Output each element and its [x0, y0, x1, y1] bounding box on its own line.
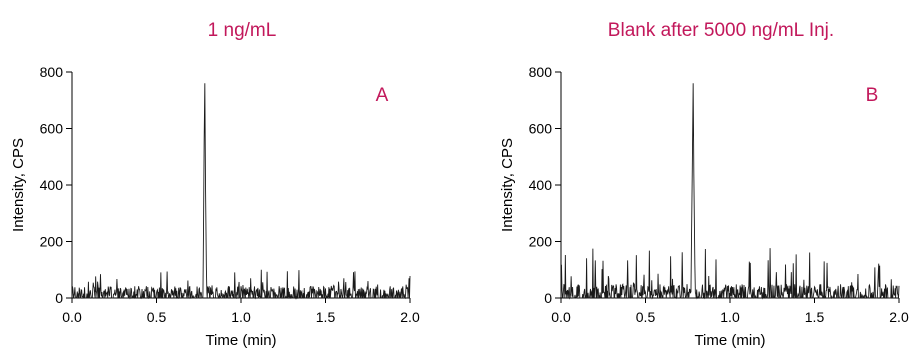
y-ticks: 0 200 400 600 800	[40, 64, 72, 306]
y-tick-label: 600	[529, 121, 553, 137]
x-axis-label: Time (min)	[694, 332, 765, 349]
y-tick-label: 800	[529, 64, 553, 80]
panel-label: A	[376, 85, 389, 106]
x-tick-label: 2.0	[889, 309, 909, 325]
panel-b: Blank after 5000 ng/mL Inj. B 0 200 400 600…	[499, 20, 909, 349]
x-axis-label: Time (min)	[205, 332, 276, 349]
x-ticks: 0.0 0.5 1.0 1.5 2.0	[551, 298, 909, 325]
y-tick-label: 0	[544, 290, 552, 306]
x-tick-label: 1.5	[316, 309, 336, 325]
y-tick-label: 200	[40, 234, 64, 250]
x-tick-label: 1.0	[231, 309, 251, 325]
x-tick-label: 0.0	[62, 309, 82, 325]
y-tick-label: 400	[529, 177, 553, 193]
trace-line	[560, 83, 900, 300]
y-tick-label: 800	[40, 64, 64, 80]
x-tick-label: 0.0	[551, 309, 571, 325]
y-tick-label: 0	[55, 290, 63, 306]
x-tick-label: 1.0	[720, 309, 740, 325]
x-ticks: 0.0 0.5 1.0 1.5 2.0	[62, 298, 420, 325]
x-tick-label: 0.5	[147, 309, 167, 325]
chart-title: 1 ng/mL	[208, 20, 277, 41]
x-tick-label: 0.5	[636, 309, 656, 325]
x-tick-label: 2.0	[400, 309, 420, 325]
y-tick-label: 600	[40, 121, 64, 137]
y-tick-label: 400	[40, 177, 64, 193]
y-ticks: 0 200 400 600 800	[529, 64, 561, 306]
y-tick-label: 200	[529, 234, 553, 250]
trace-line	[71, 83, 411, 300]
panel-label: B	[866, 85, 879, 106]
y-axis-label: Intensity, CPS	[499, 138, 516, 232]
chart-title: Blank after 5000 ng/mL Inj.	[608, 20, 834, 41]
x-tick-label: 1.5	[805, 309, 825, 325]
y-axis-label: Intensity, CPS	[10, 138, 27, 232]
